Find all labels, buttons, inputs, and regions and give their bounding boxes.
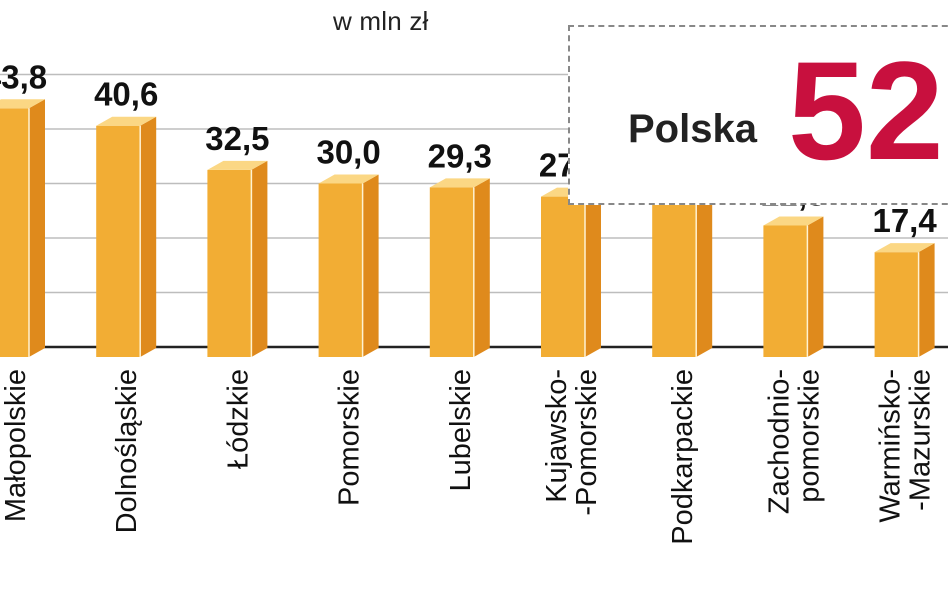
category-label: Podkarpackie [667,369,699,545]
bar-top [318,174,379,184]
category-label: Warmińsko- [875,369,907,523]
national-total-label: Polska [628,107,757,151]
bar-top [96,116,157,126]
bar [96,116,157,357]
bar-front [652,204,697,357]
value-label: 29,3 [428,137,492,174]
category-label: Łódzkie [222,369,254,469]
category-label: Zachodnio- [763,369,795,514]
category-label: -Pomorskie [571,369,603,516]
category-label: Kujawsko- [541,369,573,503]
bar-front [0,108,29,357]
bar [541,187,601,357]
category-label: Pomorskie [334,369,366,506]
bar [318,174,379,357]
bar-top [874,243,935,253]
bar-front [207,169,252,357]
category-label: Lubelskie [445,369,477,492]
bar-top [207,160,268,170]
value-label: 43,8 [0,58,47,95]
category-label: pomorskie [793,369,825,503]
bar-front [763,225,808,357]
bar [874,243,935,357]
bar-front [318,183,363,357]
bar-front [874,252,919,357]
bar-side [251,160,268,357]
bar [429,178,490,357]
bar-side [585,187,601,357]
national-total-box: Polska 52 [568,25,948,205]
bar-front [541,196,585,357]
bar [207,160,268,357]
bar [652,195,713,357]
bar-side [140,116,157,357]
bar [0,99,45,357]
category-label: Dolnośląskie [111,369,143,533]
bars [0,99,935,357]
bar-side [29,99,45,357]
bar-side [696,195,713,357]
value-label: 40,6 [94,76,158,113]
category-label: -Mazurskie [905,369,937,511]
bar-front [96,125,141,357]
category-label: Małopolskie [0,369,32,522]
bar-top [0,99,45,109]
bar-side [918,243,935,357]
bar-side [362,174,379,357]
category-labels: Małopolskie Dolnośląskie Łódzkie Pomorskie L… [0,369,937,545]
unit-label: w mln zł [333,6,429,36]
bar-side [807,216,824,357]
value-label: 32,5 [205,120,269,157]
national-total-value: 52 [788,32,944,189]
bar-side [473,178,490,357]
bar-top [763,216,824,226]
bar-front [429,187,474,357]
bar-top [429,178,490,188]
value-label: 17,4 [872,202,937,239]
bar [763,216,824,357]
value-label: 30,0 [316,134,380,171]
